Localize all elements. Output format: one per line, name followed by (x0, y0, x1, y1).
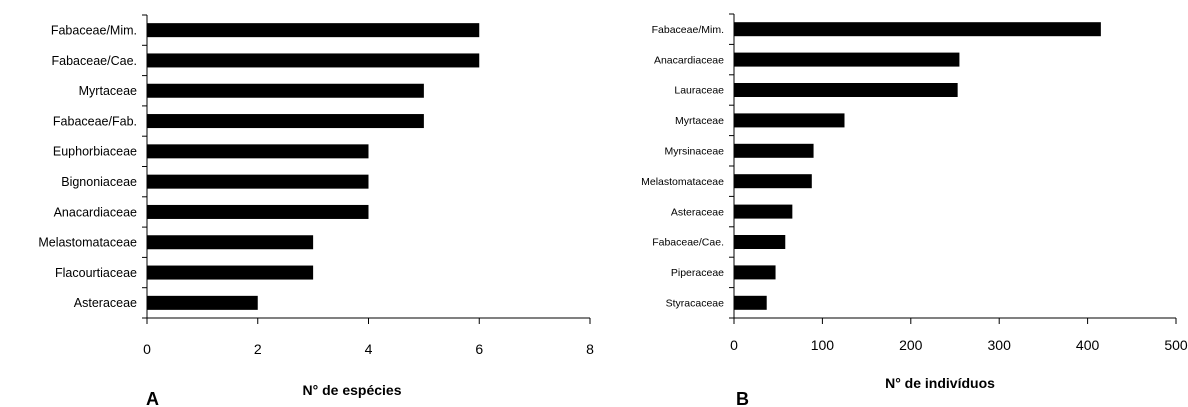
bar (147, 295, 258, 310)
bar (734, 22, 1101, 37)
x-tick-label: 200 (899, 337, 923, 353)
category-label: Myrtaceae (675, 115, 724, 127)
x-tick-label: 8 (586, 341, 594, 357)
category-label: Myrtaceae (79, 84, 137, 98)
x-axis-label: N° de indivíduos (885, 375, 995, 391)
x-tick-label: 0 (730, 337, 738, 353)
bar (147, 83, 424, 98)
bar (147, 53, 480, 68)
category-label: Anacardiaceae (54, 205, 137, 219)
bar (147, 174, 369, 189)
x-tick-label: 400 (1076, 337, 1100, 353)
bar (734, 52, 960, 67)
x-tick-label: 2 (254, 341, 262, 357)
category-label: Flacourtiaceae (55, 266, 137, 280)
bar (147, 265, 314, 280)
category-label: Melastomataceae (38, 236, 137, 250)
category-label: Fabaceae/Mim. (51, 24, 137, 38)
x-tick-label: 300 (988, 337, 1012, 353)
category-label: Asteraceae (74, 296, 137, 310)
bar (734, 174, 812, 189)
bar (734, 113, 845, 128)
category-label: Bignoniaceae (61, 175, 137, 189)
category-label: Styracaceae (666, 297, 725, 309)
x-tick-label: 100 (811, 337, 835, 353)
x-tick-label: 4 (365, 341, 373, 357)
panel-label: B (736, 389, 749, 407)
bar (734, 143, 814, 158)
x-tick-label: 500 (1164, 337, 1188, 353)
category-label: Fabaceae/Cae. (52, 54, 137, 68)
chart-a: Fabaceae/Mim. Fabaceae/Cae. Myrtaceae Fabac… (38, 14, 594, 407)
bar (734, 83, 958, 97)
category-label: Myrsinaceae (664, 145, 724, 157)
category-label: Piperaceae (671, 267, 724, 279)
category-label: Anacardiaceae (654, 54, 724, 66)
category-label: Lauraceae (674, 85, 724, 97)
bar (734, 295, 767, 310)
category-label: Fabaceae/Mim. (652, 24, 724, 36)
x-axis-label: N° de espécies (303, 382, 402, 398)
bar (147, 23, 480, 38)
category-label: Asteraceae (671, 206, 724, 218)
bar (147, 235, 314, 250)
bar (147, 144, 369, 159)
category-label: Melastomataceae (641, 176, 724, 188)
category-label: Euphorbiaceae (53, 145, 137, 159)
x-tick-label: 6 (475, 341, 483, 357)
panel-label: A (146, 389, 159, 407)
chart-b: Fabaceae/Mim. Anacardiaceae Lauraceae Myrta… (641, 13, 1188, 407)
x-tick-label: 0 (143, 341, 151, 357)
category-label: Fabaceae/Cae. (652, 237, 724, 249)
bar (734, 204, 793, 219)
bar (147, 114, 424, 129)
bar (734, 235, 786, 249)
bar (734, 265, 776, 280)
category-label: Fabaceae/Fab. (53, 114, 137, 128)
bar (147, 204, 369, 219)
